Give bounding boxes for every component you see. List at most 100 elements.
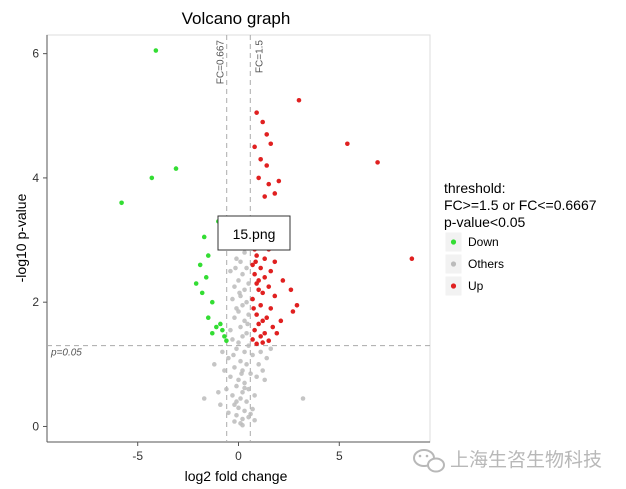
y-tick-label: 6 (32, 47, 39, 61)
data-point (250, 406, 255, 412)
data-point (375, 160, 380, 165)
data-point (238, 259, 243, 265)
data-point (260, 290, 265, 296)
data-point (242, 287, 247, 293)
data-point (256, 175, 261, 181)
data-point (248, 411, 253, 417)
data-point (214, 324, 219, 330)
data-point (240, 271, 245, 277)
legend-title-line-1: threshold: (444, 180, 505, 196)
data-point (238, 324, 243, 330)
data-point (268, 268, 274, 274)
series-others (201, 225, 306, 428)
y-tick-label: 2 (32, 295, 39, 309)
data-point (409, 256, 415, 261)
data-point (254, 312, 259, 317)
data-point (234, 412, 239, 418)
data-point (193, 281, 199, 286)
data-point (231, 352, 236, 358)
data-point (236, 405, 241, 411)
data-point (250, 337, 255, 342)
data-point (262, 330, 268, 336)
data-point (266, 284, 272, 289)
data-point (236, 278, 241, 283)
watermark-text: 上海生咨生物科技 (450, 449, 602, 471)
x-tick-label: 5 (336, 449, 343, 463)
data-point (264, 163, 270, 168)
data-point (272, 293, 278, 299)
data-point (149, 175, 155, 181)
data-point (238, 358, 243, 364)
data-point (234, 383, 239, 389)
data-point (218, 321, 223, 327)
data-point (242, 349, 247, 355)
data-point (268, 141, 274, 147)
data-point (264, 315, 270, 321)
data-point (246, 343, 251, 348)
data-point (262, 275, 268, 280)
wechat-icon (413, 449, 445, 473)
data-point (209, 330, 215, 336)
data-point (242, 250, 247, 255)
x-axis: -5 0 5 (47, 441, 430, 463)
data-point (266, 181, 272, 187)
data-point (262, 256, 268, 261)
data-point (244, 362, 249, 367)
data-point (264, 355, 270, 361)
data-point (270, 324, 276, 330)
data-point (242, 385, 247, 391)
data-point (234, 306, 239, 311)
data-point (256, 278, 261, 283)
data-point (226, 355, 231, 361)
data-point (294, 302, 300, 308)
data-point (232, 284, 237, 289)
data-point (119, 200, 124, 206)
data-point (233, 265, 238, 271)
data-point (224, 386, 229, 392)
data-point (234, 346, 239, 352)
image-placeholder-frame (217, 215, 291, 251)
data-point (246, 312, 251, 317)
data-point (244, 299, 249, 305)
data-point (201, 396, 207, 401)
data-point (272, 191, 278, 196)
data-point (244, 330, 249, 336)
data-point (246, 386, 251, 392)
data-point (254, 374, 259, 380)
y-tick-label: 0 (32, 419, 39, 433)
x-axis-title: log2 fold change (185, 468, 288, 484)
data-point (236, 377, 241, 383)
data-point (258, 265, 263, 271)
data-point (230, 393, 235, 398)
legend-swatch-others (450, 261, 457, 267)
p-threshold-label: p=0.05 (50, 348, 82, 359)
image-placeholder-box: 15.png (217, 215, 291, 251)
y-axis: 0 2 4 6 (32, 35, 48, 442)
data-point (268, 306, 274, 311)
data-point (234, 256, 239, 261)
data-point (345, 141, 350, 147)
data-point (234, 399, 239, 404)
data-point (240, 389, 245, 395)
data-point (300, 396, 306, 401)
data-point (201, 234, 207, 240)
threshold-lines: FC=0.667 FC=1.5 p=0.05 (47, 35, 430, 442)
data-point (197, 262, 203, 268)
data-point (258, 349, 263, 355)
data-point (218, 402, 223, 408)
data-point (239, 371, 244, 376)
legend-title-line-2: FC>=1.5 or FC<=0.6667 (444, 197, 597, 213)
data-point (240, 334, 245, 339)
watermark: 上海生咨生物科技 (413, 449, 602, 473)
data-point (203, 275, 209, 280)
data-point (228, 374, 233, 380)
data-point (296, 97, 302, 103)
data-point (237, 290, 242, 296)
y-tick-label: 4 (32, 171, 39, 185)
data-point (199, 290, 205, 296)
data-point (244, 399, 249, 404)
data-point (220, 327, 225, 333)
data-point (260, 318, 265, 324)
data-point (266, 338, 272, 344)
